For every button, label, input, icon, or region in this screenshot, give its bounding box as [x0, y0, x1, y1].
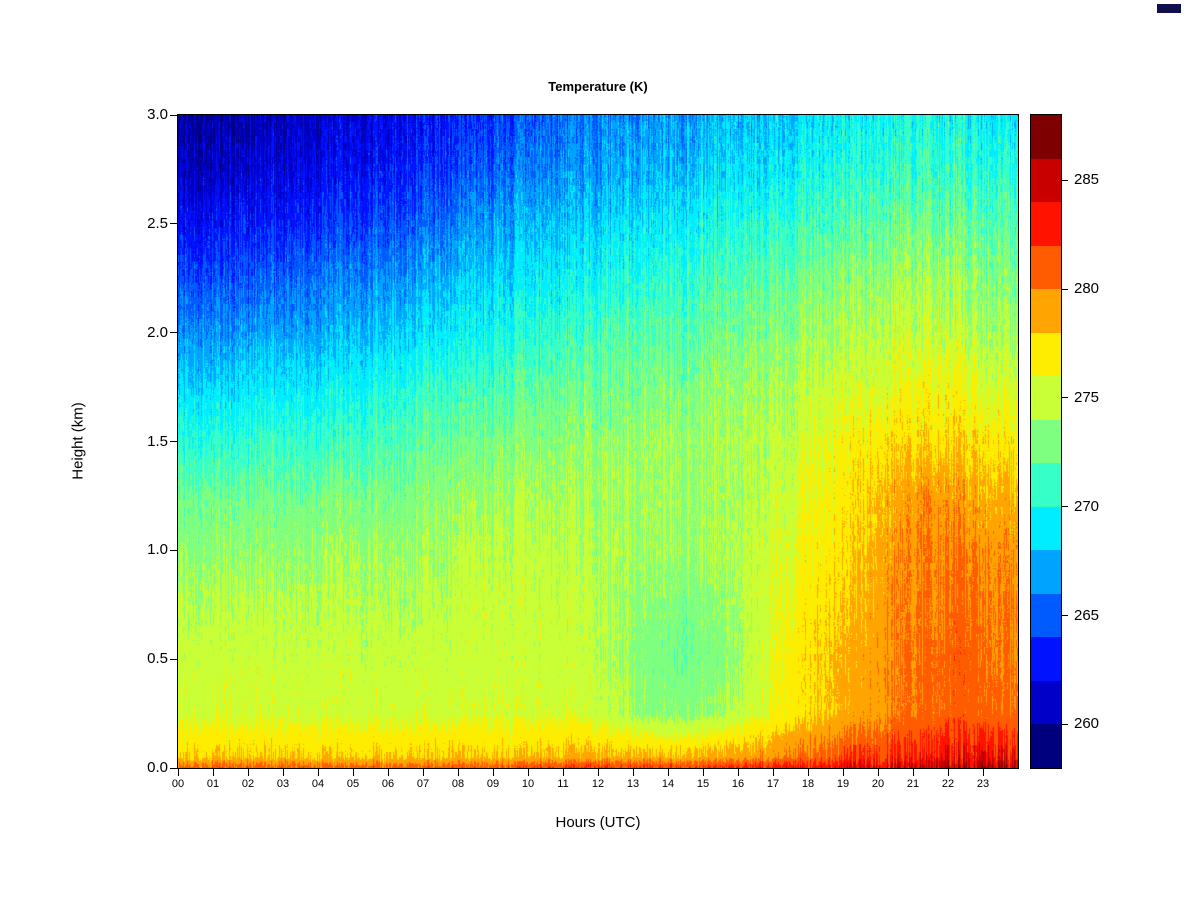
x-tick-label: 22	[941, 778, 955, 790]
x-tick-mark	[248, 769, 249, 776]
y-tick-mark	[170, 332, 177, 334]
colorbar-band	[1031, 289, 1061, 333]
x-tick-mark	[878, 769, 879, 776]
colorbar-band	[1031, 637, 1061, 681]
x-tick-label: 20	[871, 778, 885, 790]
y-tick-mark	[170, 441, 177, 442]
colorbar-tick-mark	[1062, 288, 1068, 290]
y-tick-mark	[170, 549, 177, 551]
y-tick-label: 3.0	[147, 106, 168, 123]
colorbar-tick-label: 285	[1074, 171, 1100, 189]
colorbar-band	[1031, 463, 1061, 507]
x-tick-mark	[283, 769, 284, 776]
x-tick-mark	[388, 769, 389, 776]
x-tick-mark	[948, 769, 949, 776]
colorbar-band	[1031, 550, 1061, 594]
x-tick-mark	[843, 769, 844, 776]
x-tick-label: 14	[661, 778, 675, 790]
y-tick-mark	[170, 658, 177, 660]
colorbar-band	[1031, 332, 1061, 377]
x-tick-mark	[668, 769, 669, 776]
x-tick-mark	[423, 769, 424, 776]
x-tick-mark	[983, 769, 984, 776]
colorbar-band	[1031, 724, 1061, 768]
x-tick-label: 12	[591, 778, 605, 790]
x-tick-label: 03	[276, 778, 290, 790]
x-tick-mark	[178, 769, 179, 776]
colorbar-tick-mark	[1062, 397, 1068, 399]
x-tick-label: 07	[416, 778, 430, 790]
colorbar-tick-label: 270	[1074, 497, 1100, 515]
x-tick-label: 08	[451, 778, 465, 790]
colorbar-band	[1031, 376, 1061, 420]
x-tick-mark	[913, 769, 914, 776]
colorbar-band	[1031, 115, 1061, 159]
corner-artifact	[1157, 4, 1181, 13]
x-tick-label: 16	[731, 778, 745, 790]
x-tick-label: 19	[836, 778, 850, 790]
colorbar-band	[1031, 680, 1061, 725]
y-tick-label: 2.5	[147, 214, 168, 232]
x-tick-label: 02	[241, 778, 255, 790]
colorbar-tick-mark	[1062, 615, 1068, 617]
colorbar-band	[1031, 245, 1061, 290]
x-tick-label: 09	[486, 778, 500, 790]
x-tick-label: 06	[381, 778, 395, 790]
x-tick-mark	[808, 769, 809, 776]
x-tick-label: 17	[766, 778, 780, 790]
y-tick-mark	[170, 114, 177, 116]
x-tick-label: 01	[206, 778, 220, 790]
x-tick-mark	[493, 769, 494, 776]
x-tick-label: 13	[626, 778, 640, 790]
x-tick-mark	[318, 769, 319, 776]
x-tick-label: 11	[557, 778, 569, 790]
chart-title: Temperature (K)	[548, 79, 648, 94]
colorbar-tick-mark	[1062, 179, 1068, 181]
x-tick-mark	[598, 769, 599, 776]
x-tick-mark	[563, 769, 564, 776]
y-tick-label: 0.5	[147, 650, 168, 668]
x-tick-mark	[353, 769, 354, 776]
y-tick-mark	[170, 223, 177, 225]
x-tick-mark	[528, 769, 529, 776]
x-axis-title: Hours (UTC)	[555, 814, 641, 831]
y-tick-label: 0.0	[147, 759, 168, 776]
x-tick-label: 00	[171, 778, 185, 790]
x-tick-mark	[213, 769, 214, 776]
x-tick-label: 10	[521, 778, 535, 790]
x-tick-label: 21	[906, 778, 920, 790]
colorbar-tick-label: 260	[1074, 715, 1100, 733]
y-tick-mark	[170, 767, 177, 769]
x-tick-label: 18	[801, 778, 815, 790]
colorbar-band	[1031, 419, 1061, 464]
x-tick-label: 04	[311, 778, 325, 790]
colorbar-tick-label: 275	[1074, 388, 1100, 406]
x-tick-mark	[773, 769, 774, 776]
colorbar-tick-mark	[1062, 506, 1068, 508]
x-tick-label: 15	[696, 778, 710, 790]
colorbar-tick-label: 280	[1074, 280, 1100, 298]
x-tick-label: 05	[346, 778, 360, 790]
colorbar-band	[1031, 506, 1061, 551]
colorbar-tick-label: 265	[1074, 606, 1100, 624]
colorbar-band	[1031, 202, 1061, 246]
x-tick-mark	[458, 769, 459, 776]
heatmap-canvas	[178, 115, 1018, 768]
colorbar-band	[1031, 593, 1061, 638]
x-tick-mark	[633, 769, 634, 776]
plot-area	[177, 114, 1019, 769]
x-tick-mark	[738, 769, 739, 776]
y-tick-label: 2.0	[147, 323, 168, 341]
y-tick-label: 1.0	[147, 541, 168, 559]
y-tick-label: 1.5	[147, 432, 168, 450]
y-axis-title: Height (km)	[69, 402, 87, 480]
x-tick-mark	[703, 769, 704, 776]
colorbar	[1030, 114, 1062, 769]
colorbar-band	[1031, 158, 1061, 203]
x-tick-label: 23	[976, 778, 990, 790]
colorbar-tick-mark	[1062, 723, 1068, 725]
